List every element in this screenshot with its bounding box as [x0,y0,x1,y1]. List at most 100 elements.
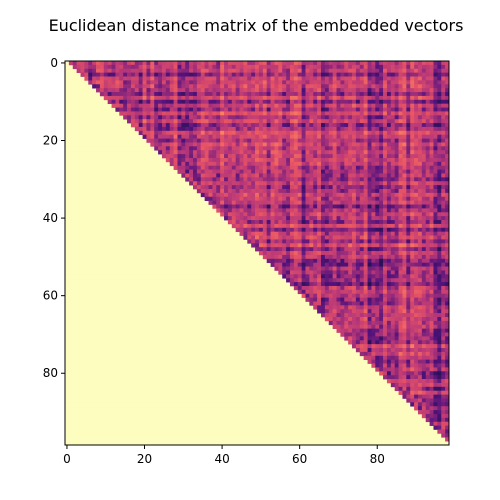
heatmap-cell [433,138,438,143]
heatmap-cell [251,231,256,236]
heatmap-cell [425,348,430,353]
heatmap-cell [297,185,302,190]
heatmap-cell [414,266,419,271]
heatmap-cell [305,154,310,159]
heatmap-cell [321,161,326,167]
heatmap-cell [417,344,423,349]
heatmap-cell [379,251,384,256]
heatmap-cell [189,76,194,81]
heatmap-cell [379,126,384,132]
heatmap-cell [344,192,349,198]
heatmap-cell [111,92,116,97]
heatmap-cell [243,134,248,139]
heatmap-cell [429,223,434,229]
heatmap-cell [224,76,229,81]
heatmap-cell [441,258,446,264]
heatmap-cell [243,138,248,143]
heatmap-cell [278,72,283,77]
heatmap-cell [158,111,163,116]
heatmap-cell [332,95,337,101]
heatmap-cell [359,165,365,170]
masked-row [65,363,372,368]
heatmap-cell [441,68,446,73]
heatmap-cell [301,270,306,275]
heatmap-cell [433,371,438,376]
heatmap-cell [445,227,450,233]
heatmap-cell [212,84,217,89]
heatmap-cell [425,126,430,132]
heatmap-cell [367,320,372,326]
heatmap-cell [317,235,322,240]
heatmap-cell [212,161,217,167]
heatmap-cell [317,309,322,314]
heatmap-cell [305,95,310,101]
heatmap-cell [437,274,442,279]
heatmap-cell [301,223,306,229]
x-axis: 0 20 40 60 80 [63,445,385,466]
heatmap-cell [383,212,388,217]
heatmap-cell [96,72,101,77]
heatmap-cell [243,68,248,73]
heatmap-cell [289,208,295,213]
heatmap-cell [309,92,314,97]
heatmap-cell [332,134,337,139]
heatmap-cell [212,111,217,116]
heatmap-cell [344,177,349,182]
masked-row [65,88,97,93]
heatmap-cell [429,262,434,267]
heatmap-cell [332,165,337,170]
heatmap-cell [196,95,202,101]
heatmap-cell [437,200,442,205]
heatmap-cell [425,111,430,116]
heatmap-cell [305,84,310,89]
heatmap-cell [243,103,248,108]
heatmap-cell [367,297,372,302]
heatmap-cell [433,390,438,395]
heatmap-cell [425,223,430,229]
heatmap-cell [379,169,384,174]
heatmap-cell [363,317,368,322]
heatmap-cell [328,154,333,159]
heatmap-cell [375,185,380,190]
heatmap-cell [359,154,365,159]
heatmap-cell [355,336,361,341]
heatmap-cell [161,150,167,155]
heatmap-cell [286,251,291,256]
heatmap-cell [441,359,446,364]
heatmap-cell [150,76,155,81]
heatmap-cell [313,138,318,143]
heatmap-cell [313,76,318,81]
heatmap-cell [204,107,209,112]
heatmap-cell [433,239,438,244]
heatmap-cell [321,247,326,252]
heatmap-cell [317,262,322,267]
heatmap-cell [414,285,419,291]
heatmap-cell [258,134,264,139]
heatmap-cell [429,301,434,306]
heatmap-cell [367,344,372,349]
heatmap-cell [421,355,427,361]
heatmap-cell [270,146,275,151]
heatmap-cell [406,173,411,178]
heatmap-cell [417,142,423,147]
heatmap-cell [270,223,275,229]
heatmap-cell [410,270,415,275]
heatmap-cell [127,95,132,101]
heatmap-cell [200,88,205,93]
heatmap-cell [371,348,376,353]
heatmap-cell [406,68,411,73]
heatmap-cell [270,134,275,139]
heatmap-cell [390,138,396,143]
heatmap-cell [441,332,446,337]
heatmap-cell [390,351,396,357]
heatmap-cell [383,371,388,376]
heatmap-cell [394,76,399,81]
heatmap-cell [410,64,415,70]
heatmap-cell [196,138,202,143]
heatmap-cell [173,64,178,70]
heatmap-cell [282,138,287,143]
heatmap-cell [355,220,361,225]
heatmap-cell [402,340,407,345]
heatmap-cell [239,99,244,105]
masked-row [65,266,275,271]
